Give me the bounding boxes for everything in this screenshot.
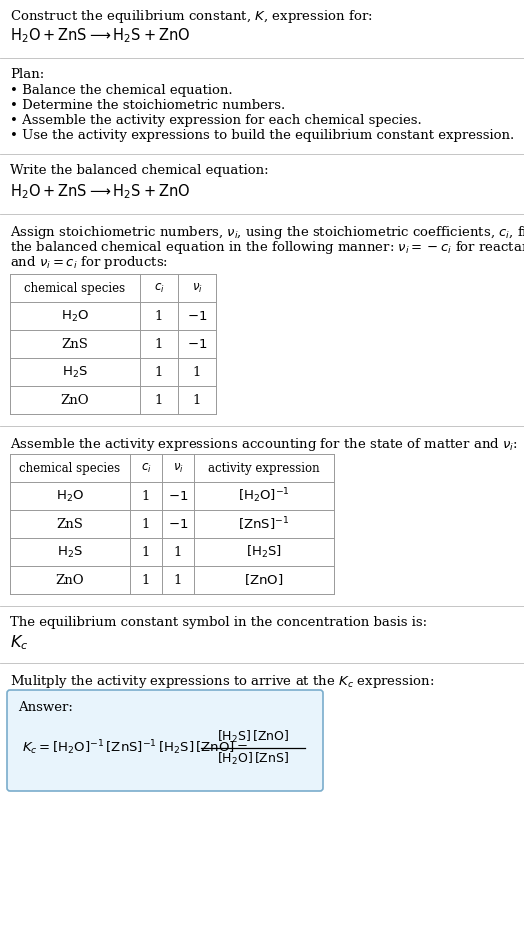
Text: $\nu_i$: $\nu_i$ [172, 461, 183, 474]
Text: 1: 1 [174, 573, 182, 586]
Text: 1: 1 [155, 309, 163, 323]
Text: • Assemble the activity expression for each chemical species.: • Assemble the activity expression for e… [10, 114, 422, 127]
Text: Mulitply the activity expressions to arrive at the $K_c$ expression:: Mulitply the activity expressions to arr… [10, 673, 434, 690]
Text: 1: 1 [142, 517, 150, 530]
Text: $[\mathrm{H_2S}]$: $[\mathrm{H_2S}]$ [246, 544, 282, 560]
Text: $c_i$: $c_i$ [154, 282, 165, 294]
FancyBboxPatch shape [7, 690, 323, 791]
Text: $\mathrm{H_2O}$: $\mathrm{H_2O}$ [61, 308, 89, 324]
Text: $\mathrm{H_2O}$: $\mathrm{H_2O}$ [56, 489, 84, 504]
Text: and $\nu_i = c_i$ for products:: and $\nu_i = c_i$ for products: [10, 254, 168, 271]
Text: the balanced chemical equation in the following manner: $\nu_i = -c_i$ for react: the balanced chemical equation in the fo… [10, 239, 524, 256]
Text: $-1$: $-1$ [187, 338, 207, 350]
Text: $[\mathrm{ZnO}]$: $[\mathrm{ZnO}]$ [244, 572, 283, 587]
Text: • Use the activity expressions to build the equilibrium constant expression.: • Use the activity expressions to build … [10, 129, 514, 142]
Text: chemical species: chemical species [19, 461, 121, 474]
Text: $-1$: $-1$ [168, 517, 188, 530]
Text: 1: 1 [142, 573, 150, 586]
Text: $c_i$: $c_i$ [140, 461, 151, 474]
Text: ZnO: ZnO [56, 573, 84, 586]
Text: $[\mathrm{H_2O}]^{-1}$: $[\mathrm{H_2O}]^{-1}$ [238, 487, 290, 506]
Text: $K_c = [\mathrm{H_2O}]^{-1}\,[\mathrm{ZnS}]^{-1}\,[\mathrm{H_2S}]\,[\mathrm{ZnO}: $K_c = [\mathrm{H_2O}]^{-1}\,[\mathrm{Zn… [22, 738, 248, 757]
Text: $[\mathrm{H_2O}]\,[\mathrm{ZnS}]$: $[\mathrm{H_2O}]\,[\mathrm{ZnS}]$ [217, 751, 289, 767]
Text: $\mathrm{H_2S}$: $\mathrm{H_2S}$ [62, 364, 88, 380]
Text: 1: 1 [155, 338, 163, 350]
Text: Assemble the activity expressions accounting for the state of matter and $\nu_i$: Assemble the activity expressions accoun… [10, 436, 518, 453]
Text: 1: 1 [193, 394, 201, 406]
Text: $[\mathrm{H_2S}]\,[\mathrm{ZnO}]$: $[\mathrm{H_2S}]\,[\mathrm{ZnO}]$ [217, 729, 289, 745]
Text: $K_c$: $K_c$ [10, 633, 28, 652]
Text: chemical species: chemical species [25, 282, 126, 294]
Text: $\mathrm{H_2O + ZnS \longrightarrow H_2S + ZnO}$: $\mathrm{H_2O + ZnS \longrightarrow H_2S… [10, 182, 190, 200]
Text: $-1$: $-1$ [168, 490, 188, 503]
Text: ZnS: ZnS [61, 338, 89, 350]
Text: ZnS: ZnS [57, 517, 83, 530]
Text: $[\mathrm{ZnS}]^{-1}$: $[\mathrm{ZnS}]^{-1}$ [238, 515, 290, 532]
Text: $-1$: $-1$ [187, 309, 207, 323]
Text: Assign stoichiometric numbers, $\nu_i$, using the stoichiometric coefficients, $: Assign stoichiometric numbers, $\nu_i$, … [10, 224, 524, 241]
Text: $\mathrm{H_2O + ZnS \longrightarrow H_2S + ZnO}$: $\mathrm{H_2O + ZnS \longrightarrow H_2S… [10, 26, 190, 45]
Text: $\nu_i$: $\nu_i$ [192, 282, 202, 294]
Text: • Balance the chemical equation.: • Balance the chemical equation. [10, 84, 233, 97]
Text: Write the balanced chemical equation:: Write the balanced chemical equation: [10, 164, 269, 177]
Text: Plan:: Plan: [10, 68, 44, 81]
Text: 1: 1 [155, 365, 163, 379]
Text: $\mathrm{H_2S}$: $\mathrm{H_2S}$ [57, 545, 83, 560]
Text: Construct the equilibrium constant, $K$, expression for:: Construct the equilibrium constant, $K$,… [10, 8, 373, 25]
Text: 1: 1 [193, 365, 201, 379]
Text: 1: 1 [142, 490, 150, 503]
Text: The equilibrium constant symbol in the concentration basis is:: The equilibrium constant symbol in the c… [10, 616, 427, 629]
Text: activity expression: activity expression [208, 461, 320, 474]
Text: 1: 1 [142, 546, 150, 559]
Text: ZnO: ZnO [61, 394, 89, 406]
Text: 1: 1 [155, 394, 163, 406]
Text: 1: 1 [174, 546, 182, 559]
Text: • Determine the stoichiometric numbers.: • Determine the stoichiometric numbers. [10, 99, 285, 112]
Text: Answer:: Answer: [18, 701, 73, 714]
